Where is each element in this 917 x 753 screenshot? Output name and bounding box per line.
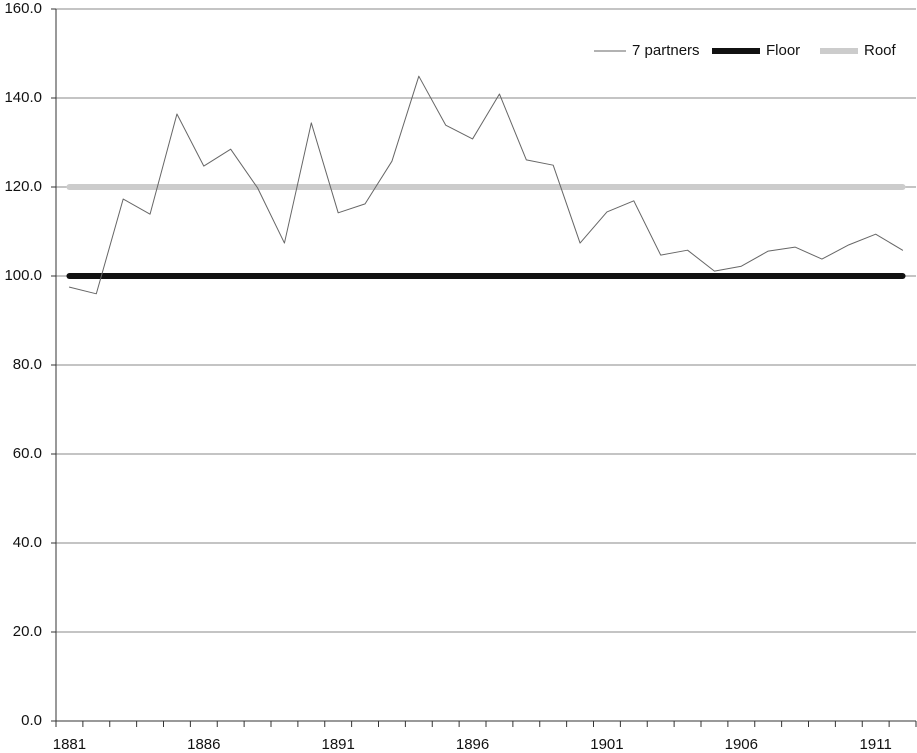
y-tick-label: 60.0 — [13, 445, 42, 462]
y-tick-label: 40.0 — [13, 534, 42, 551]
x-tick-label: 1901 — [590, 736, 623, 753]
y-tick-label: 100.0 — [4, 267, 42, 284]
x-tick-label: 1881 — [53, 736, 86, 753]
y-tick-label: 0.0 — [21, 712, 42, 729]
x-tick-label: 1891 — [322, 736, 355, 753]
y-tick-label: 160.0 — [4, 0, 42, 17]
x-tick-label: 1896 — [456, 736, 489, 753]
series-line — [68, 75, 904, 295]
x-tick-label: 1886 — [187, 736, 220, 753]
y-tick-label: 20.0 — [13, 623, 42, 640]
y-tick-label: 120.0 — [4, 178, 42, 195]
y-tick-label: 140.0 — [4, 89, 42, 106]
x-tick-label: 1911 — [860, 736, 892, 753]
x-tick-label: 1906 — [725, 736, 758, 753]
y-tick-label: 80.0 — [13, 356, 42, 373]
legend-label: 7 partners — [632, 42, 700, 59]
legend-label: Floor — [766, 42, 800, 59]
legend-label: Roof — [864, 42, 897, 59]
